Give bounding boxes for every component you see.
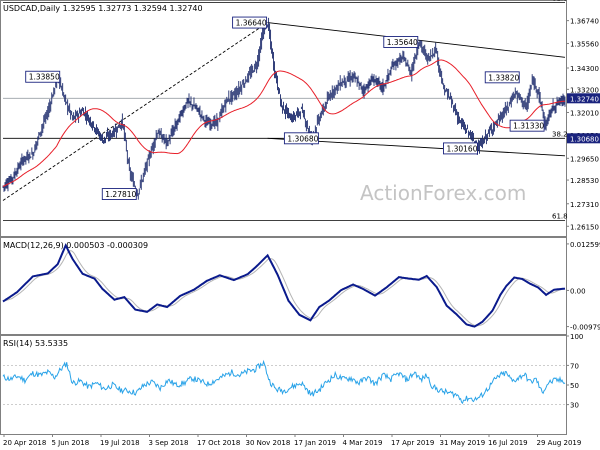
time-tick-label: 3 Sep 2018 [149,439,189,447]
annotation-label: 1.35640 [387,38,418,47]
price-tick-label: 1.33200 [570,86,599,94]
price-tick-label: 1.26150 [570,223,599,231]
macd-signal-line [2,250,566,327]
candlestick-series [2,17,566,200]
time-tick-label: 20 Apr 2018 [3,439,46,447]
annotation-box [283,132,319,145]
macd-tick-label: 0.00 [570,287,586,295]
price-tick-label: 1.27310 [570,201,599,209]
macd-panel-frame [0,237,567,335]
rsi-title: RSI(14) 53.5335 [3,339,68,348]
macd-axis: 0.012599 0.00 -0.00979 [566,241,600,332]
fib-price-label: 1.30680 [570,135,599,143]
annotation-label: 1.36640 [236,19,267,28]
annotation-box [509,119,545,132]
time-tick-label: 30 Nov 2018 [246,439,291,447]
annotation-label: 1.30160 [446,144,477,153]
price-tick-label: 1.35560 [570,41,599,49]
time-tick-label: 29 Aug 2019 [537,439,582,447]
time-tick-label: 5 Jun 2018 [52,439,90,447]
time-tick-label: 17 Apr 2019 [391,439,434,447]
moving-average-line [2,59,566,187]
annotation-label: 1.33820 [488,73,519,82]
annotation-label: 1.33850 [29,73,60,82]
watermark: ActionForex.com [360,181,526,205]
macd-title: MACD(12,26,9) 0.000503 -0.000309 [3,241,148,250]
rsi-axis: 100 70 50 30 [566,333,583,410]
annotation-box [443,142,478,155]
fib-price-tag [567,133,600,144]
fib-level-label: 61.8 [552,0,568,2]
macd-tick-label: -0.00979 [570,324,600,332]
current-price-tag [567,93,600,104]
time-tick-label: 17 Jan 2019 [294,439,336,447]
rising-trendline [2,22,268,201]
price-tick-label: 1.32010 [570,109,599,117]
macd-line [2,243,566,328]
rsi-line [2,359,566,405]
current-price-label: 1.32740 [570,95,599,103]
fib-level-label: 38.2 [552,130,568,138]
macd-tick-label: 0.012599 [570,241,600,249]
rsi-tick-label: 30 [570,402,579,410]
annotation-box [383,36,419,48]
price-panel-frame [0,0,567,237]
annotation-label: 1.31330 [513,122,544,131]
price-axis: 1.367401.355601.343001.332001.320101.308… [566,18,600,231]
time-tick-label: 17 Oct 2018 [197,439,240,447]
price-tick-label: 1.28530 [570,177,599,185]
time-tick-label: 31 May 2019 [440,439,486,447]
price-annotations: 1.33850 1.36640 1.35640 1.33820 1.30680 1.301… [25,16,545,200]
annotation-box [101,188,137,200]
fib-level-label: 61.8 [552,212,568,220]
rsi-tick-label: 70 [570,362,579,370]
time-axis: 20 Apr 2018 5 Jun 2018 19 Jul 2018 3 Sep 20… [3,434,581,447]
rsi-gridlines [3,365,565,405]
chart-title: USDCAD,Daily 1.32595 1.32773 1.32594 1.3… [3,4,203,13]
time-tick-label: 4 Mar 2019 [343,439,383,447]
time-tick-label: 16 Jul 2019 [488,439,528,447]
rsi-tick-label: 50 [570,382,579,390]
annotation-box [484,71,520,84]
annotation-label: 1.27810 [105,190,136,199]
time-tick-label: 19 Jul 2018 [100,439,140,447]
annotation-box [232,16,268,29]
rsi-tick-label: 100 [570,333,583,341]
annotation-box [25,70,61,83]
price-tick-label: 1.36740 [570,18,599,26]
annotation-label: 1.30680 [287,134,318,143]
price-tick-label: 1.29650 [570,155,599,163]
price-tick-label: 1.34300 [570,65,599,73]
